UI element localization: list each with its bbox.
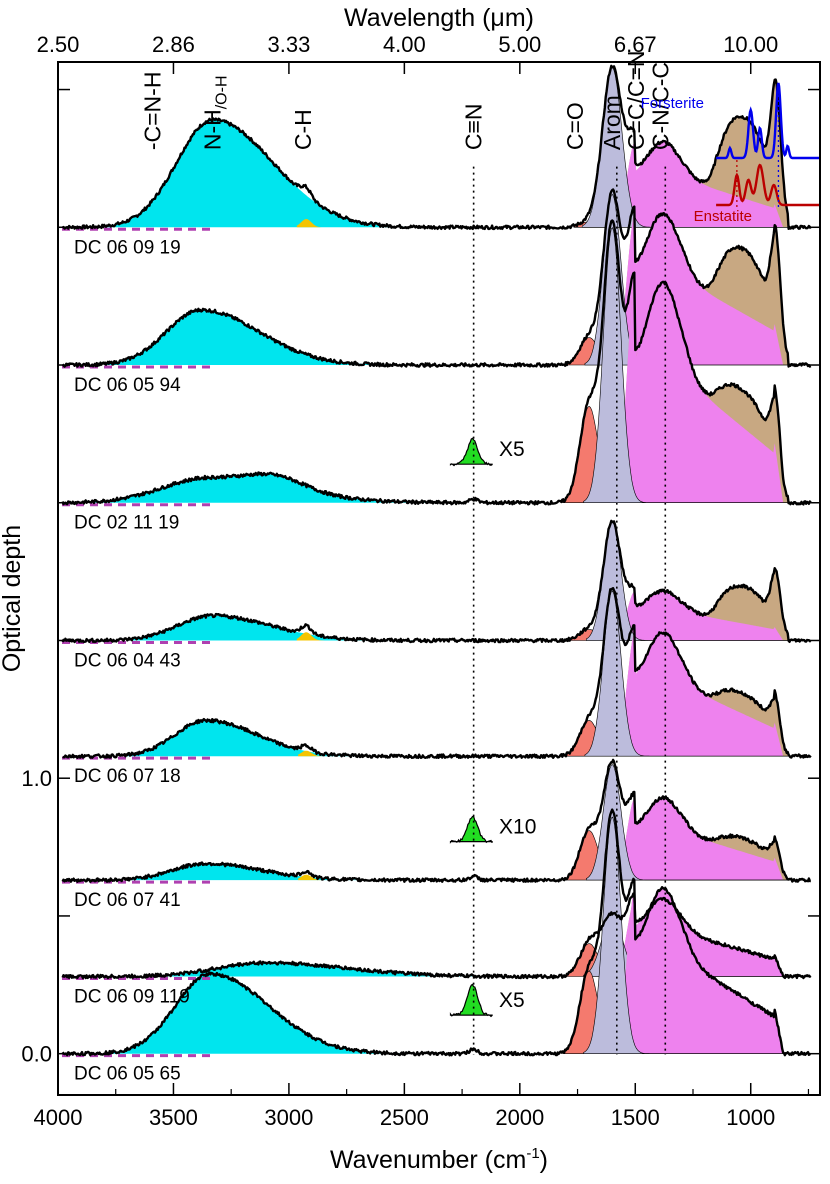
band-fill-oh (94, 474, 807, 503)
band-label: C≡N (461, 104, 487, 151)
spectrum-line (61, 519, 812, 644)
band-label-line2: C=C/C=N (623, 50, 649, 150)
band-fill-cnc (609, 888, 807, 1054)
band-fill-arom (581, 67, 807, 228)
top-tick-label: 10.00 (723, 32, 778, 57)
enstatite-curve (716, 163, 820, 207)
spectrum-line (61, 892, 812, 980)
band-fill-cnc (614, 590, 807, 641)
top-tick-label: 2.50 (37, 32, 80, 57)
x-tick-label: 3000 (264, 1105, 313, 1130)
cn-magnified (449, 815, 493, 844)
band-label: C-N/C-C (648, 62, 674, 150)
axis-ticks (57, 62, 820, 1095)
sample-name: DC 06 05 94 (74, 375, 181, 396)
band-fill-oh (104, 119, 807, 228)
x-tick-label: 2000 (495, 1105, 544, 1130)
band-label: -C=N-H (140, 72, 166, 151)
sample-name: DC 06 05 65 (74, 1064, 181, 1085)
x-axis-label-top: Wavelength (μm) (344, 4, 534, 32)
top-tick-label: 3.33 (267, 32, 310, 57)
top-tick-label: 2.86 (152, 32, 195, 57)
spectrum-line (61, 758, 811, 883)
band-fill-oh (126, 615, 807, 641)
band-label: N-H/O-H (200, 75, 231, 150)
cn-multiplier: X5 (499, 438, 525, 461)
band-label: C=O (562, 102, 588, 150)
spectrum-line (61, 219, 812, 506)
band-fill-cnc (611, 632, 807, 757)
band-fill-arom (583, 816, 807, 1054)
x-tick-label: 1500 (611, 1105, 660, 1130)
x-tick-label: 1000 (726, 1105, 775, 1130)
band-label: Arom. (599, 89, 625, 150)
labels: 4000 3500 3000 2500 2000 1500 1000 2.50 2.86 3.33… (21, 32, 778, 1130)
sample-name: DC 02 11 19 (74, 513, 179, 534)
x-axis-label-bottom: Wavenumber (cm-1) (330, 1145, 548, 1174)
cn-magnified (449, 437, 493, 467)
y-axis-label: Optical depth (0, 525, 26, 672)
sample-name: DC 06 07 18 (74, 766, 181, 787)
plot-frame (57, 61, 821, 1096)
band-fill-arom (584, 590, 807, 757)
spectrum-line (61, 188, 812, 368)
cn-multiplier: X10 (499, 815, 536, 838)
band-fill-cnc (612, 797, 807, 881)
forsterite-label: Forsterite (641, 95, 704, 112)
band-fill-oh (109, 973, 807, 1054)
baselines (62, 227, 213, 1058)
spectrum-line (62, 64, 812, 231)
x-tick-label: 3500 (149, 1105, 198, 1130)
y-tick-label: 1.0 (21, 766, 52, 791)
spectrum-line (62, 587, 812, 759)
enstatite-label: Enstatite (694, 208, 752, 225)
sample-name: DC 06 04 43 (74, 650, 181, 671)
band-fill-cnc (609, 282, 807, 503)
band-label: C-H (290, 109, 316, 150)
spectrum-line (61, 808, 812, 1057)
top-tick-label: 4.00 (383, 32, 426, 57)
cn-multiplier: X5 (499, 989, 525, 1012)
mineral-inset: Forsterite Enstatite (641, 82, 820, 225)
sample-name: DC 06 09 19 (74, 237, 181, 258)
forsterite-curve (716, 82, 820, 160)
top-tick-label: 5.00 (498, 32, 541, 57)
y-tick-label: 0.0 (21, 1042, 52, 1067)
sample-name: DC 06 09 119 (74, 987, 190, 1008)
band-fill-oh (105, 309, 807, 365)
band-fill-cnc (612, 141, 807, 228)
top-tick-label: 6.67 (614, 32, 657, 57)
band-marker-lines (472, 166, 667, 1055)
cn-magnified (449, 983, 493, 1018)
band-fill-arom (583, 227, 807, 503)
spectra-curves (61, 64, 812, 1057)
x-tick-label: 2500 (380, 1105, 429, 1130)
x-tick-label: 4000 (34, 1105, 83, 1130)
sample-name: DC 06 07 41 (74, 890, 181, 911)
